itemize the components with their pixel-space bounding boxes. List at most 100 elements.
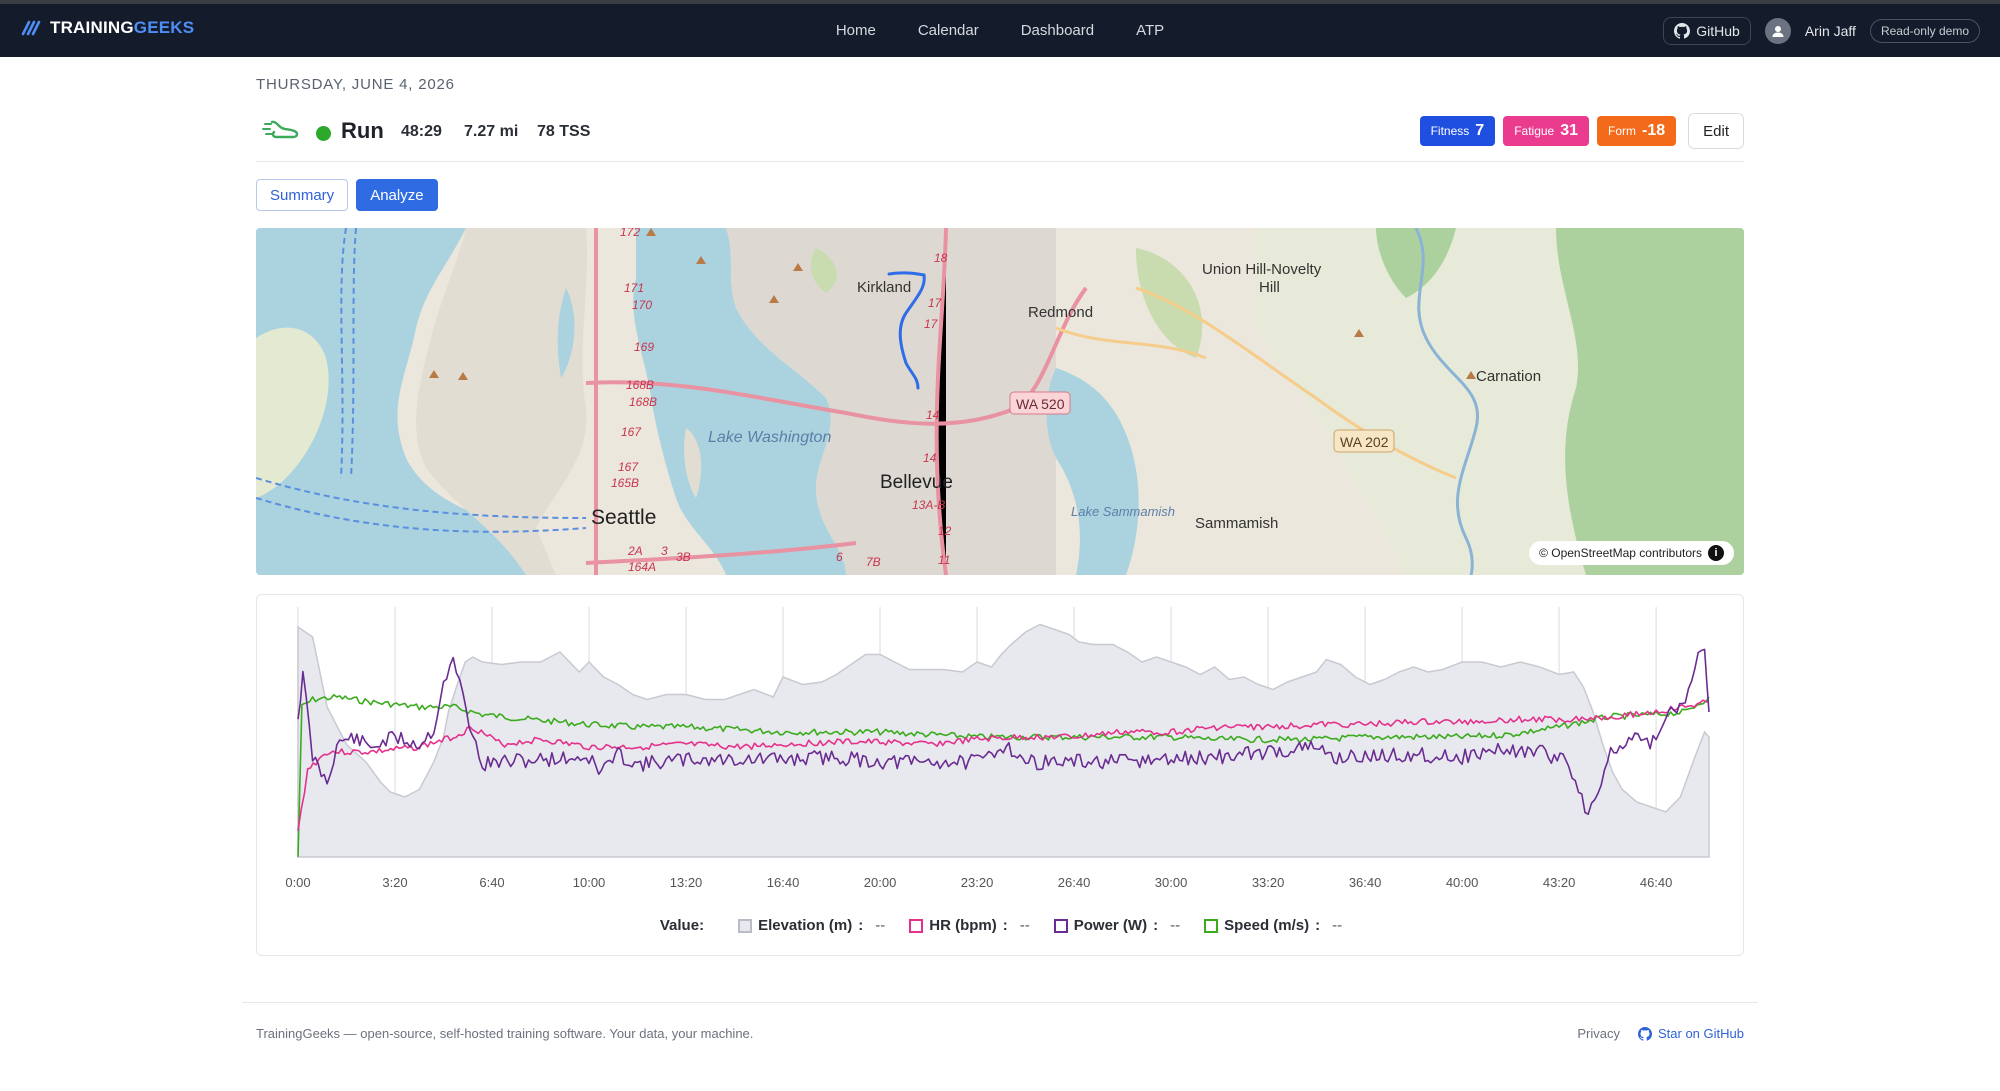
map-exit-167b: 167 [618,460,639,474]
map-exit-17b: 17 [924,317,939,331]
map-exit-169: 169 [634,340,654,354]
tab-analyze[interactable]: Analyze [356,179,438,211]
legend-value-power: -- [1170,917,1181,934]
x-tick-label: 46:40 [1640,875,1673,890]
x-tick-label: 6:40 [479,875,504,890]
legend-swatch-hr [909,918,924,933]
legend-label-speed: Speed (m/s) [1224,917,1310,934]
x-tick-label: 30:00 [1155,875,1188,890]
analysis-chart[interactable]: 0:00 3:20 6:40 10:00 13:20 16:40 20:00 23:20 26:… [257,595,1745,895]
legend-elevation[interactable]: Elevation (m): -- [738,917,885,934]
nav-atp[interactable]: ATP [1136,22,1165,39]
map-exit-3b: 3B [676,550,691,564]
map-exit-170: 170 [632,298,652,312]
brand-icon [21,20,41,36]
footer-text: TrainingGeeks — open-source, self-hosted… [256,1026,754,1041]
x-tick-label: 20:00 [864,875,897,890]
form-value: -18 [1642,122,1666,139]
fitness-badge: Fitness 7 [1419,116,1496,146]
map-label-bellevue: Bellevue [880,472,953,493]
github-button[interactable]: GitHub [1663,17,1751,45]
map-exit-14b: 14 [923,451,937,465]
user-avatar[interactable] [1764,18,1791,44]
legend-swatch-power [1053,918,1068,933]
nav-calendar[interactable]: Calendar [917,22,979,39]
map-exit-18: 18 [934,251,948,265]
map-exit-2a: 2A [627,544,643,558]
map-label-sammamish: Sammamish [1195,515,1278,532]
form-badge: Form -18 [1597,116,1677,146]
user-name: Arin Jaff [1804,23,1856,39]
metric-badges: Fitness 7 Fatigue 31 Form -18 Edit [1419,113,1744,149]
read-only-badge: Read-only demo [1869,19,1980,43]
x-tick-label: 16:40 [767,875,800,890]
series-power-line [297,648,1710,815]
map-label-hill: Hill [1259,279,1280,296]
legend-label-power: Power (W) [1073,917,1148,934]
nav-home[interactable]: Home [835,22,876,39]
top-navbar: TRAININGGEEKS Home Calendar Dashboard AT… [0,0,2000,57]
map-exit-7b: 7B [866,555,881,569]
legend-value-speed: -- [1332,917,1343,934]
star-on-github-link[interactable]: Star on GitHub [1638,1026,1744,1041]
nav-dashboard[interactable]: Dashboard [1020,22,1095,39]
form-label: Form [1608,124,1637,138]
privacy-link[interactable]: Privacy [1577,1026,1620,1041]
brand-text-geeks: GEEKS [133,18,195,37]
map-label-seattle: Seattle [591,506,656,529]
x-tick-label: 10:00 [573,875,606,890]
github-icon [1674,23,1691,39]
map-label-union-hill: Union Hill-Novelty [1202,261,1322,278]
map-exit-14a: 14 [926,408,940,422]
analysis-chart-card: 0:00 3:20 6:40 10:00 13:20 16:40 20:00 23:20 26:… [256,594,1744,956]
legend-speed[interactable]: Speed (m/s): -- [1204,917,1342,934]
map-label-redmond: Redmond [1028,304,1093,321]
tab-summary[interactable]: Summary [256,179,349,211]
chart-legend: Value: Elevation (m): -- HR (bpm): -- Powe… [257,917,1745,934]
brand-logo[interactable]: TRAININGGEEKS [20,18,194,38]
route-map[interactable]: Kirkland Redmond Union Hill-Novelty Hill… [256,228,1744,575]
activity-distance: 7.27 mi [464,123,519,140]
map-label-lake-washington: Lake Washington [708,429,831,446]
activity-duration: 48:29 [401,123,442,140]
activity-type: Run [341,118,384,143]
legend-label-elevation: Elevation (m) [758,917,853,934]
footer-links: Privacy Star on GitHub [1577,1026,1744,1041]
legend-value-hr: -- [1019,917,1030,934]
map-exit-171: 171 [624,281,644,295]
series-elevation-area [297,623,1710,858]
fatigue-value: 31 [1560,122,1579,139]
map-exit-167a: 167 [621,425,642,439]
x-tick-label: 33:20 [1252,875,1285,890]
x-tick-label: 0:00 [285,875,310,890]
legend-label-hr: HR (bpm) [929,917,997,934]
run-icon [262,120,299,139]
legend-hr[interactable]: HR (bpm): -- [909,917,1030,934]
map-label-kirkland: Kirkland [857,279,911,296]
map-label-lake-sammamish: Lake Sammamish [1071,504,1175,519]
github-label: GitHub [1696,23,1740,39]
map-exit-11: 11 [938,553,950,567]
view-tabs: Summary Analyze [256,179,438,211]
map-shield-wa202: WA 202 [1340,434,1389,450]
map-exit-168b-2: 168B [629,395,657,409]
activity-tss: 78 TSS [537,123,591,140]
map-exit-165b: 165B [611,476,639,490]
main-nav: Home Calendar Dashboard ATP [0,4,2000,57]
fatigue-badge: Fatigue 31 [1503,116,1590,146]
header-divider [256,161,1744,162]
legend-value-elevation: -- [875,917,886,934]
legend-swatch-speed [1204,918,1219,933]
map-exit-168b-1: 168B [626,378,654,392]
x-tick-label: 3:20 [382,875,407,890]
map-exit-13ab: 13A-B [912,498,945,512]
x-tick-label: 23:20 [961,875,994,890]
edit-button[interactable]: Edit [1688,113,1744,149]
fitness-value: 7 [1475,122,1485,139]
x-tick-label: 43:20 [1543,875,1576,890]
x-tick-label: 13:20 [670,875,703,890]
x-tick-label: 36:40 [1349,875,1382,890]
activity-header: Run 48:29 7.27 mi 78 TSS Fitness 7 Fatigu… [256,107,1744,155]
legend-power[interactable]: Power (W): -- [1053,917,1181,934]
info-icon[interactable]: i [1708,545,1724,561]
